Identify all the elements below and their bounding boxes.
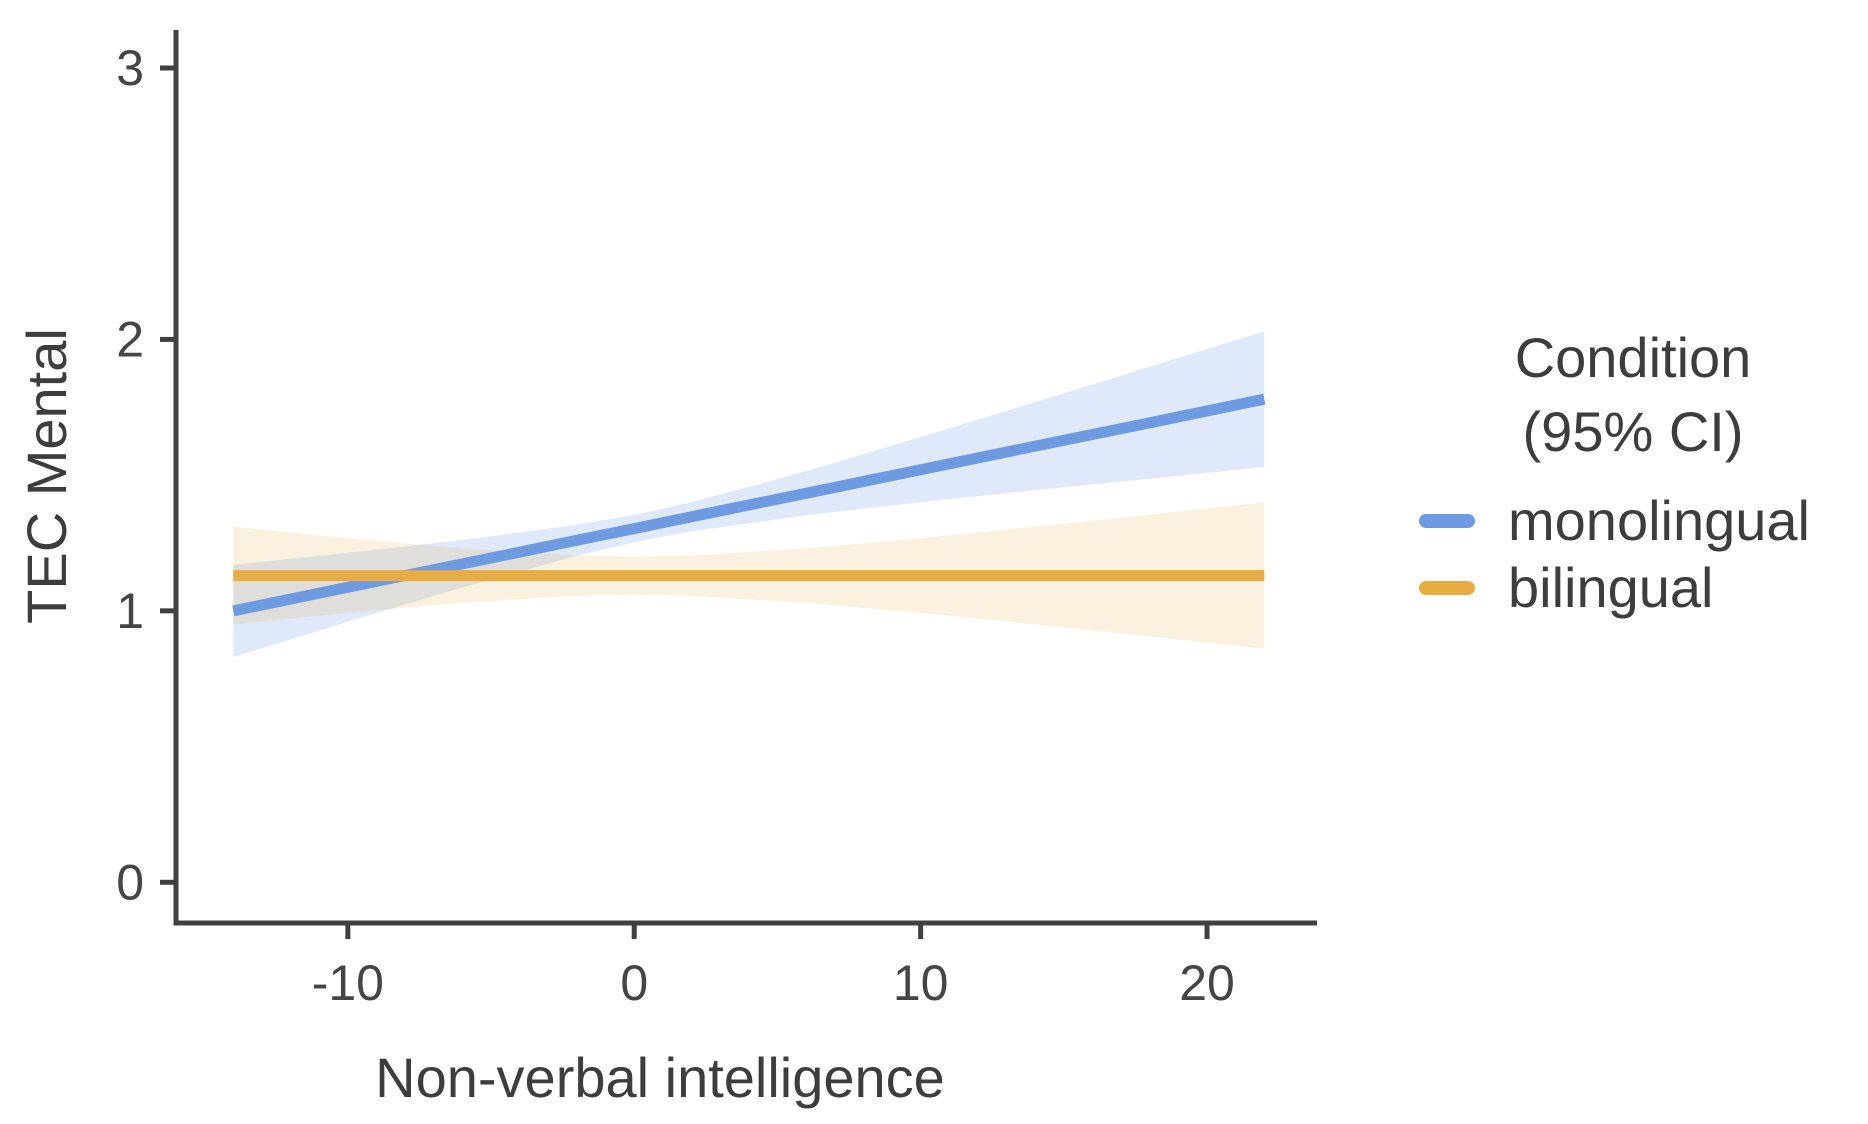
regression-lines: [232, 393, 1266, 617]
y-tick-label: 0: [116, 854, 144, 910]
x-tick-label: 10: [893, 955, 949, 1011]
x-tick-label: -10: [312, 955, 384, 1011]
axis-lines: [173, 30, 1317, 926]
legend-title-line2: (95% CI): [1523, 400, 1744, 463]
legend-label-monolingual: monolingual: [1508, 489, 1810, 552]
x-tick-label: 20: [1179, 955, 1235, 1011]
ci-bands: [233, 331, 1265, 657]
y-tick-label: 3: [116, 40, 144, 96]
y-tick-label: 2: [116, 311, 144, 367]
legend-title-line1: Condition: [1515, 326, 1752, 389]
tick-labels: 0 1 2 3 -10 0 10 20: [116, 40, 1235, 1011]
x-tick-label: 0: [620, 955, 648, 1011]
x-axis-title: Non-verbal intelligence: [375, 1046, 945, 1109]
y-axis-title: TEC Mental: [15, 328, 78, 624]
y-tick-label: 1: [116, 583, 144, 639]
legend-label-bilingual: bilingual: [1508, 556, 1714, 619]
legend: Condition (95% CI) monolingual bilingual: [1419, 326, 1810, 619]
axes: [160, 30, 1317, 939]
